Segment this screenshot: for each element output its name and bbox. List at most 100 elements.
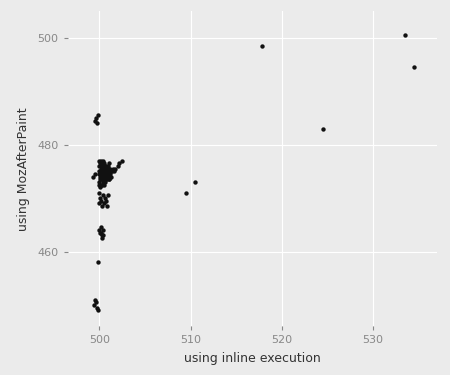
Point [99, 176, 106, 182]
Point [99, 232, 106, 238]
Point [93, 304, 100, 310]
Point [116, 160, 123, 166]
Point [99, 232, 107, 238]
Point [410, 64, 417, 70]
Point [111, 166, 118, 172]
Point [90, 174, 97, 180]
Point [98, 163, 105, 169]
Point [99, 168, 106, 174]
Point [98, 230, 105, 236]
Point [94, 259, 101, 265]
Point [96, 227, 103, 233]
Point [102, 174, 109, 180]
Point [100, 201, 108, 207]
Point [102, 176, 109, 182]
Point [98, 176, 105, 182]
Point [99, 227, 107, 233]
Point [104, 192, 111, 198]
Point [102, 198, 109, 204]
Point [103, 171, 110, 177]
Point [99, 203, 106, 209]
Point [96, 158, 103, 164]
Point [100, 166, 108, 172]
Point [258, 43, 265, 49]
Point [105, 160, 112, 166]
Point [99, 235, 106, 241]
Point [106, 171, 113, 177]
Point [105, 168, 112, 174]
Point [92, 299, 99, 305]
Point [106, 176, 113, 182]
Point [94, 112, 101, 118]
Point [99, 158, 107, 164]
Point [107, 171, 114, 177]
Point [99, 163, 107, 169]
Point [99, 182, 106, 188]
Point [97, 160, 104, 166]
Point [99, 171, 106, 177]
Point [101, 163, 108, 169]
Point [100, 176, 108, 182]
Point [103, 203, 110, 209]
Point [97, 168, 104, 174]
Point [105, 171, 112, 177]
X-axis label: using inline execution: using inline execution [184, 352, 320, 365]
Point [98, 166, 105, 172]
Point [97, 195, 104, 201]
Point [102, 163, 109, 169]
Point [98, 225, 105, 231]
Point [108, 168, 116, 174]
Point [96, 182, 103, 188]
Point [105, 176, 112, 182]
Point [99, 166, 107, 172]
Point [94, 307, 101, 313]
Point [100, 174, 108, 180]
Point [104, 168, 111, 174]
Point [108, 174, 115, 180]
Point [401, 32, 408, 38]
Point [103, 166, 110, 172]
Point [103, 176, 110, 182]
Point [99, 192, 107, 198]
Point [98, 198, 105, 204]
Point [96, 201, 103, 207]
Point [108, 168, 115, 174]
Point [97, 176, 104, 182]
Point [91, 171, 99, 177]
Point [96, 171, 103, 177]
Point [97, 230, 104, 236]
Point [98, 182, 105, 188]
Point [97, 174, 104, 180]
Point [104, 163, 111, 169]
Point [98, 174, 105, 180]
Point [93, 120, 100, 126]
Point [191, 179, 198, 185]
Point [96, 168, 103, 174]
Point [106, 166, 113, 172]
Point [92, 115, 99, 121]
Point [102, 166, 109, 172]
Point [110, 168, 117, 174]
Point [99, 160, 106, 166]
Point [101, 168, 108, 174]
Point [101, 171, 108, 177]
Point [97, 184, 104, 190]
Point [99, 171, 107, 177]
Point [90, 302, 98, 308]
Point [107, 166, 114, 172]
Point [91, 297, 99, 303]
Point [99, 179, 107, 185]
Point [118, 158, 126, 164]
Point [114, 163, 121, 169]
Point [182, 190, 189, 196]
Point [96, 179, 103, 185]
Point [91, 118, 99, 124]
Point [104, 174, 111, 180]
Point [100, 160, 108, 166]
Point [109, 166, 117, 172]
Point [96, 163, 103, 169]
Point [98, 158, 105, 164]
Point [101, 195, 108, 201]
Point [96, 190, 103, 196]
Point [100, 182, 108, 188]
